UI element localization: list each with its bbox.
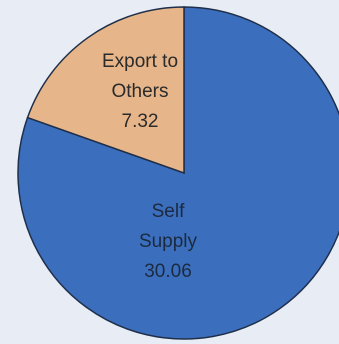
slice-label-1-line-0: Export to — [102, 51, 178, 72]
slice-label-1-line-1: Others — [111, 81, 168, 102]
slice-value-label-1: 7.32 — [122, 111, 159, 132]
slice-label-0-line-0: Self — [152, 201, 185, 222]
slice-value-label-0: 30.06 — [144, 261, 192, 282]
slice-label-0-line-1: Supply — [139, 231, 198, 252]
pie-slice-0 — [17, 6, 339, 340]
pie-slice-1 — [26, 6, 185, 175]
